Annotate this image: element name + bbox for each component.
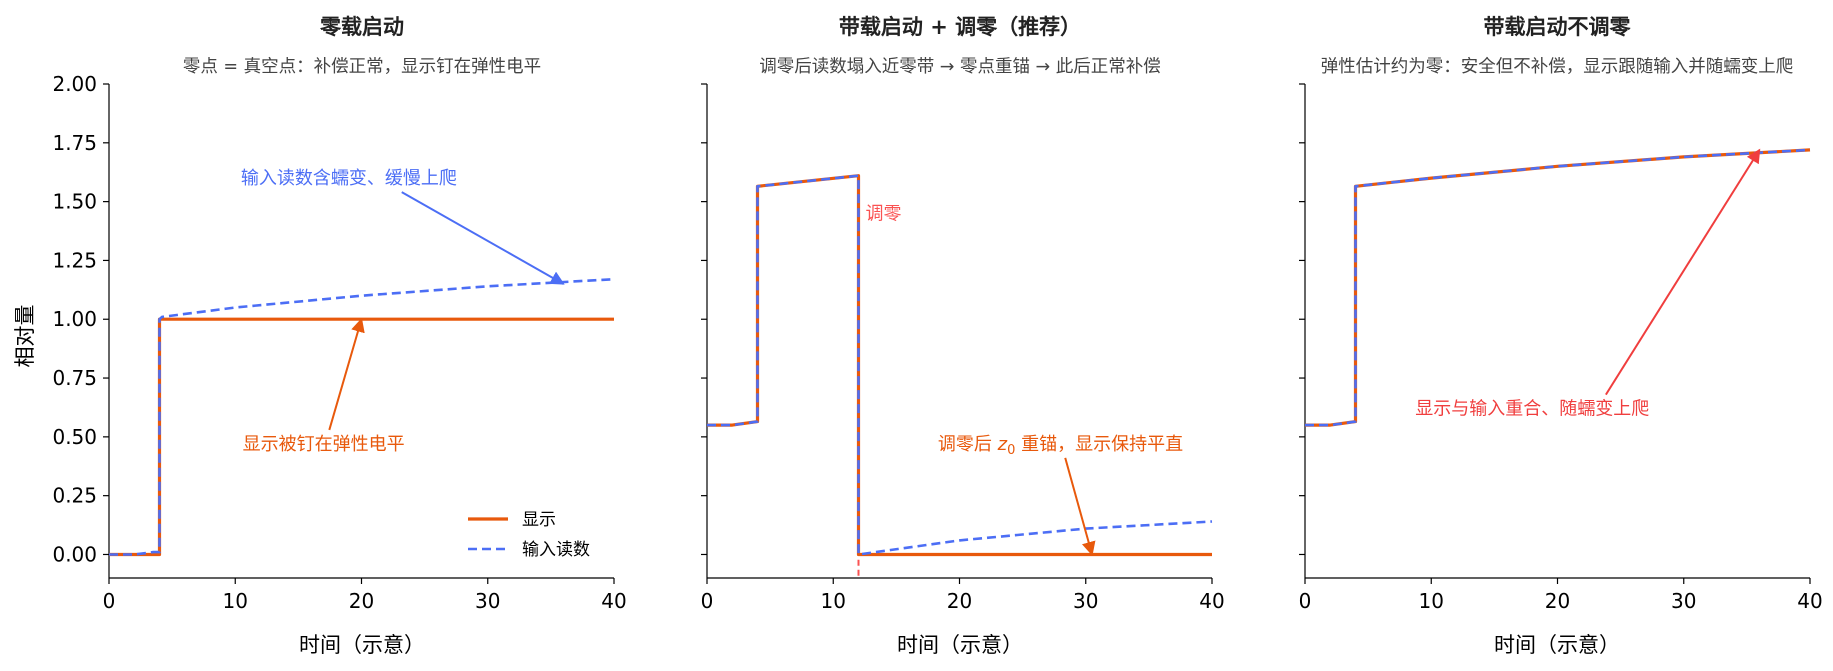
zeroing-marker-label: 调零 [866, 203, 902, 224]
x-tick-label: 30 [1073, 589, 1098, 613]
series-input-reading-line [109, 277, 615, 556]
y-tick-label: 1.75 [52, 131, 97, 155]
series-display-line [707, 174, 1212, 557]
x-tick-label: 30 [475, 589, 500, 613]
x-tick-label: 40 [1199, 589, 1224, 613]
annotation-arrow [328, 317, 365, 431]
y-tick-label: 0.50 [52, 425, 97, 449]
panel-subtitle: 调零后读数塌入近零带 → 零点重锚 → 此后正常补偿 [759, 57, 1161, 77]
x-tick-label: 0 [1299, 589, 1312, 613]
x-tick-label: 30 [1671, 589, 1696, 613]
x-tick-label: 40 [601, 589, 626, 613]
y-tick-label: 0.00 [52, 542, 97, 566]
legend-input-label: 输入读数 [522, 540, 590, 560]
series-input-reading-line [1305, 148, 1811, 427]
annotation-arrow [401, 191, 565, 285]
panel-title: 带载启动 + 调零（推荐） [839, 15, 1081, 39]
annotation-arrow [1064, 457, 1096, 556]
panel-subtitle: 零点 = 真空点：补偿正常，显示钉在弹性电平 [183, 57, 541, 77]
panel-title: 零载启动 [319, 15, 404, 39]
annotation-arrow [1605, 148, 1761, 396]
x-tick-label: 0 [701, 589, 714, 613]
x-tick-label: 20 [1545, 589, 1570, 613]
x-axis-label: 时间（示意） [299, 633, 425, 657]
y-tick-label: 1.00 [52, 307, 97, 331]
panel-zero-load-start: 零载启动 零点 = 真空点：补偿正常，显示钉在弹性电平 时间（示意） 0.000… [52, 15, 626, 657]
x-tick-label: 20 [349, 589, 374, 613]
x-tick-label: 10 [223, 589, 248, 613]
y-axis-label: 相对量 [13, 305, 37, 368]
annotation-text: 输入读数含蠕变、缓慢上爬 [241, 168, 457, 189]
y-tick-label: 0.25 [52, 484, 97, 508]
legend-display-label: 显示 [522, 510, 556, 530]
x-axis-label: 时间（示意） [897, 633, 1023, 657]
panel-title: 带载启动不调零 [1484, 15, 1632, 39]
panel-loaded-start-no-zeroing: 带载启动不调零 弹性估计约为零：安全但不补偿，显示跟随输入并随蠕变上爬 时间（示… [1299, 15, 1823, 657]
y-tick-label: 1.25 [52, 248, 97, 272]
y-tick-label: 1.50 [52, 190, 97, 214]
x-tick-label: 10 [1419, 589, 1444, 613]
x-tick-label: 40 [1797, 589, 1822, 613]
series-input-reading-line [707, 174, 1213, 556]
x-tick-label: 10 [821, 589, 846, 613]
y-tick-label: 2.00 [52, 72, 97, 96]
legend: 显示 输入读数 [468, 510, 590, 560]
annotation-text: 显示被钉在弹性电平 [243, 434, 405, 455]
y-tick-label: 0.75 [52, 366, 97, 390]
panel-loaded-start-with-zeroing: 带载启动 + 调零（推荐） 调零后读数塌入近零带 → 零点重锚 → 此后正常补偿… [701, 15, 1225, 657]
panel-subtitle: 弹性估计约为零：安全但不补偿，显示跟随输入并随蠕变上爬 [1321, 57, 1794, 77]
x-tick-label: 0 [103, 589, 116, 613]
x-axis-label: 时间（示意） [1494, 633, 1620, 657]
annotation-text: 显示与输入重合、随蠕变上爬 [1415, 399, 1649, 420]
annotation-text: 调零后 z0 重锚，显示保持平直 [938, 434, 1183, 458]
x-tick-label: 20 [947, 589, 972, 613]
